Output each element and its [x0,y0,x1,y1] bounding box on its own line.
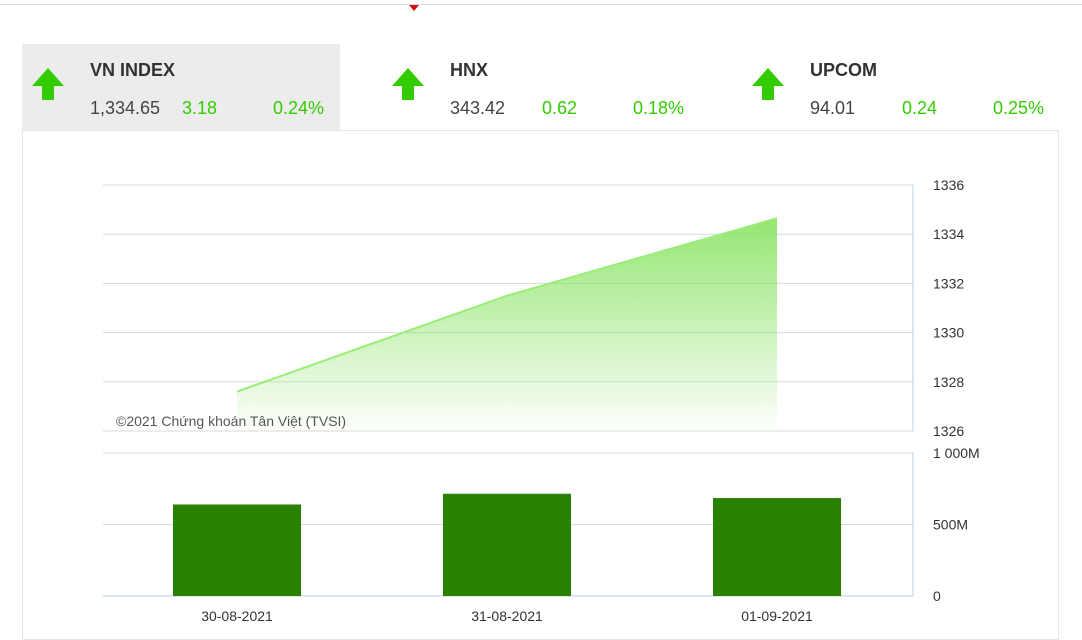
x-tick-label: 30-08-2021 [201,608,273,624]
y-tick-label: 1332 [933,275,964,291]
chart-credit: ©2021 Chứng khoán Tân Việt (TVSI) [116,413,346,429]
y-tick-label: 0 [933,588,941,604]
y-tick-label: 500M [933,517,968,533]
x-tick-label: 31-08-2021 [471,608,543,624]
y-tick-label: 1 000M [933,445,980,461]
volume-bar [173,504,301,596]
volume-bar [713,498,841,596]
y-tick-label: 1328 [933,374,964,390]
area-fill [237,218,777,431]
x-tick-label: 01-09-2021 [741,608,813,624]
y-tick-label: 1336 [933,177,964,193]
volume-bar [443,494,571,596]
y-tick-label: 1330 [933,325,964,341]
y-tick-label: 1326 [933,423,964,439]
y-tick-label: 1334 [933,226,964,242]
